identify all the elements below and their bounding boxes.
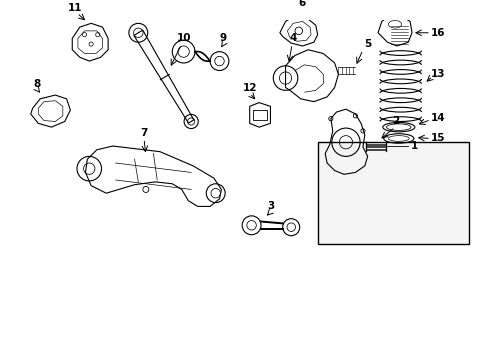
Text: 13: 13 [430, 69, 445, 79]
Text: 2: 2 [391, 117, 399, 126]
Text: 4: 4 [289, 33, 296, 44]
Text: 6: 6 [297, 0, 305, 8]
Text: 15: 15 [430, 134, 445, 144]
Text: 9: 9 [219, 33, 226, 44]
Text: 11: 11 [68, 3, 82, 13]
Text: 12: 12 [242, 82, 256, 93]
Text: 5: 5 [363, 39, 370, 49]
Text: 7: 7 [140, 128, 147, 138]
Bar [317, 142, 468, 244]
Text: 14: 14 [430, 113, 445, 123]
Bar [252, 110, 266, 120]
Text: 10: 10 [176, 33, 190, 44]
Text: 3: 3 [266, 201, 273, 211]
Text: 16: 16 [430, 28, 445, 38]
Text: 1: 1 [410, 141, 418, 151]
Text: 8: 8 [34, 79, 41, 89]
